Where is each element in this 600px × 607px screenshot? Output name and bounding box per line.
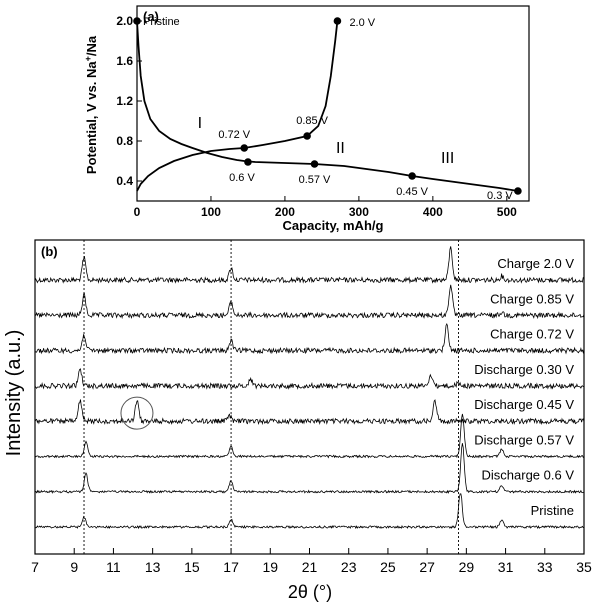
xrd-trace	[34, 368, 585, 390]
trace-label: Charge 2.0 V	[497, 256, 574, 271]
xtick-label-b: 13	[145, 559, 161, 575]
xtick-label-b: 25	[380, 559, 396, 575]
xtick-label-b: 31	[498, 559, 514, 575]
frame-a	[136, 5, 530, 202]
xrd-trace	[34, 399, 585, 426]
xtick-label-b: 27	[419, 559, 435, 575]
panel-label-b: (b)	[41, 244, 58, 259]
xtick-label-a: 0	[134, 205, 141, 219]
xlabel-a: Capacity, mAh/g	[283, 218, 384, 233]
xtick-label-b: 7	[31, 559, 39, 575]
xtick-label-a: 100	[201, 205, 221, 219]
region-label: III	[441, 150, 454, 167]
point-label: 0.45 V	[396, 186, 428, 198]
xtick-label-a: 300	[349, 205, 369, 219]
data-point	[408, 172, 416, 180]
point-label: 0.6 V	[229, 172, 255, 184]
xtick-label-b: 35	[576, 559, 592, 575]
xlabel-b: 2θ (°)	[288, 582, 332, 602]
data-point	[244, 158, 252, 166]
trace-label: Discharge 0.6 V	[482, 468, 575, 483]
trace-label: Charge 0.85 V	[490, 291, 574, 306]
xtick-label-b: 15	[184, 559, 200, 575]
xtick-label-a: 500	[497, 205, 517, 219]
data-point	[310, 160, 319, 168]
ytick-label-a: 1.6	[116, 54, 133, 68]
trace-label: Discharge 0.57 V	[474, 432, 574, 447]
region-label: II	[336, 140, 345, 157]
xtick-label-b: 29	[459, 559, 475, 575]
xrd-trace	[34, 246, 585, 284]
charge-curve	[136, 20, 339, 192]
frame-b	[34, 239, 585, 555]
trace-label: Pristine	[531, 503, 574, 518]
ylabel-b: Intensity (a.u.)	[3, 330, 25, 457]
point-label: 0.57 V	[299, 174, 331, 186]
ytick-label-a: 0.4	[116, 174, 133, 188]
plot-area-a: 0.4 0.8 1.2 1.6 2.0 0 100 200 300 400 500 Pristin…	[116, 5, 530, 219]
trace-label: Charge 0.72 V	[490, 327, 574, 342]
point-label: Pristine	[143, 16, 180, 28]
xtick-label-a: 200	[275, 205, 295, 219]
xtick-label-b: 11	[106, 559, 121, 575]
discharge-curve	[136, 20, 519, 192]
data-point	[514, 187, 522, 195]
panel-a: Potential, V vs. Na+/Na 0.4 0.8 1.2 1.6 2.0 …	[83, 5, 530, 233]
trace-label: Discharge 0.45 V	[474, 397, 574, 412]
xtick-label-b: 23	[341, 559, 357, 575]
xrd-trace	[34, 493, 584, 530]
ytick-label-a: 0.8	[116, 134, 133, 148]
peak-circle-annotation	[120, 396, 154, 430]
trace-label: Discharge 0.30 V	[474, 362, 574, 377]
xtick-label-b: 19	[262, 559, 278, 575]
xrd-trace	[35, 284, 585, 320]
point-label: 0.85 V	[296, 115, 328, 127]
xrd-trace	[34, 443, 585, 494]
xtick-label-a: 400	[423, 205, 443, 219]
xtick-label-b: 9	[70, 559, 78, 575]
xtick-label-b: 21	[302, 559, 318, 575]
data-point	[240, 144, 249, 152]
data-point	[333, 17, 342, 25]
point-label: 0.3 V	[487, 190, 513, 202]
panel-b: Intensity (a.u.) Charge 2.0 V Charge 0.85…	[3, 239, 592, 602]
region-label: I	[198, 115, 202, 132]
xtick-label-b: 33	[537, 559, 553, 575]
ylabel-a: Potential, V vs. Na+/Na	[83, 35, 99, 174]
xrd-trace	[34, 323, 585, 355]
xrd-trace	[34, 413, 585, 459]
xtick-label-b: 17	[223, 559, 239, 575]
point-label: 2.0 V	[349, 17, 375, 29]
plot-area-b: Charge 2.0 V Charge 0.85 V Charge 0.72 V Di…	[31, 239, 592, 575]
data-point	[303, 132, 311, 140]
panel-label-a: (a)	[143, 9, 159, 24]
ytick-label-a: 1.2	[116, 94, 133, 108]
ytick-label-a: 2.0	[116, 14, 133, 28]
point-label: 0.72 V	[218, 129, 250, 141]
